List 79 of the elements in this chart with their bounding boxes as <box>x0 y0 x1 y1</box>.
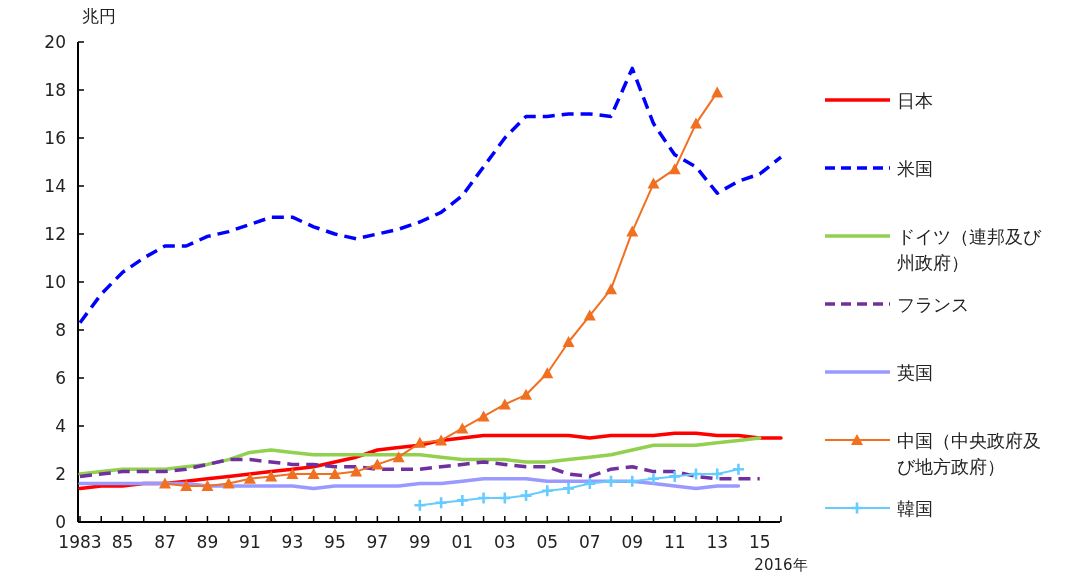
x-tick-label: 15 <box>748 532 771 552</box>
point <box>350 465 363 477</box>
point <box>456 494 468 506</box>
x-tick-label: 03 <box>493 532 516 552</box>
legend-label: フランス <box>897 294 969 315</box>
x-tick-label: 05 <box>536 532 559 552</box>
y-tick-label: 6 <box>55 368 66 388</box>
x-tick-label: 89 <box>196 532 219 552</box>
point <box>307 468 320 479</box>
point <box>626 475 638 487</box>
point <box>328 468 341 479</box>
point <box>478 492 490 504</box>
point <box>563 482 575 494</box>
x-tick-label: 07 <box>578 532 601 552</box>
line-series <box>78 436 762 476</box>
point <box>435 434 448 446</box>
point <box>584 478 596 490</box>
y-tick-label: 20 <box>44 32 66 52</box>
point <box>689 117 702 129</box>
point <box>647 473 659 485</box>
point <box>413 436 426 448</box>
point <box>626 225 639 237</box>
point <box>732 463 744 475</box>
y-tick-label: 16 <box>44 128 66 148</box>
legend-label: 英国 <box>897 362 933 383</box>
point <box>583 309 596 321</box>
legend-label: 米国 <box>897 158 933 179</box>
y-tick-label: 4 <box>55 416 66 436</box>
point <box>711 86 724 98</box>
y-tick-label: 10 <box>44 272 66 292</box>
y-tick-label: 18 <box>44 80 66 100</box>
x-tick-label: 13 <box>706 532 729 552</box>
point <box>520 490 532 502</box>
point <box>414 499 426 511</box>
point <box>711 468 723 480</box>
point <box>647 177 660 189</box>
x-tick-label: 93 <box>281 532 304 552</box>
point <box>498 398 511 410</box>
y-tick-label: 0 <box>55 512 66 532</box>
point <box>520 388 533 400</box>
x-tick-label: 99 <box>409 532 431 552</box>
x-tick-label: 01 <box>451 532 474 552</box>
point <box>562 336 575 347</box>
y-tick-label: 8 <box>55 320 66 340</box>
y-tick-label: 14 <box>44 176 66 196</box>
point <box>158 477 171 489</box>
x-tick-label: 11 <box>663 532 686 552</box>
legend-label: 中国（中央政府及び地方政府） <box>897 430 1041 477</box>
x-tick-label: 09 <box>621 532 644 552</box>
point <box>371 458 384 470</box>
x-tick-label: 87 <box>154 532 176 552</box>
x-tick-label: 2016年 <box>754 556 808 574</box>
legend-label: 韓国 <box>897 498 933 519</box>
legend-label: 日本 <box>897 90 933 111</box>
y-tick-label: 2 <box>55 464 66 484</box>
x-tick-label: 1983 <box>58 532 102 552</box>
point <box>201 480 214 491</box>
point <box>668 163 681 175</box>
legend-label: ドイツ（連邦及び州政府） <box>897 226 1042 273</box>
line-series <box>78 66 783 325</box>
point <box>392 451 405 463</box>
point <box>222 477 235 489</box>
point <box>477 410 490 422</box>
x-tick-label: 97 <box>366 532 389 552</box>
point <box>456 422 469 434</box>
point <box>265 470 278 482</box>
point <box>541 367 554 379</box>
point <box>286 468 299 479</box>
point <box>243 472 256 484</box>
y-axis-title: 兆円 <box>82 6 116 26</box>
point <box>669 470 681 482</box>
x-tick-label: 91 <box>239 532 261 552</box>
point <box>180 480 193 491</box>
point <box>605 283 618 295</box>
point <box>605 475 617 487</box>
x-tick-label: 95 <box>324 532 346 552</box>
y-tick-label: 12 <box>44 224 66 244</box>
point <box>541 485 553 497</box>
x-tick-label: 85 <box>111 532 134 552</box>
